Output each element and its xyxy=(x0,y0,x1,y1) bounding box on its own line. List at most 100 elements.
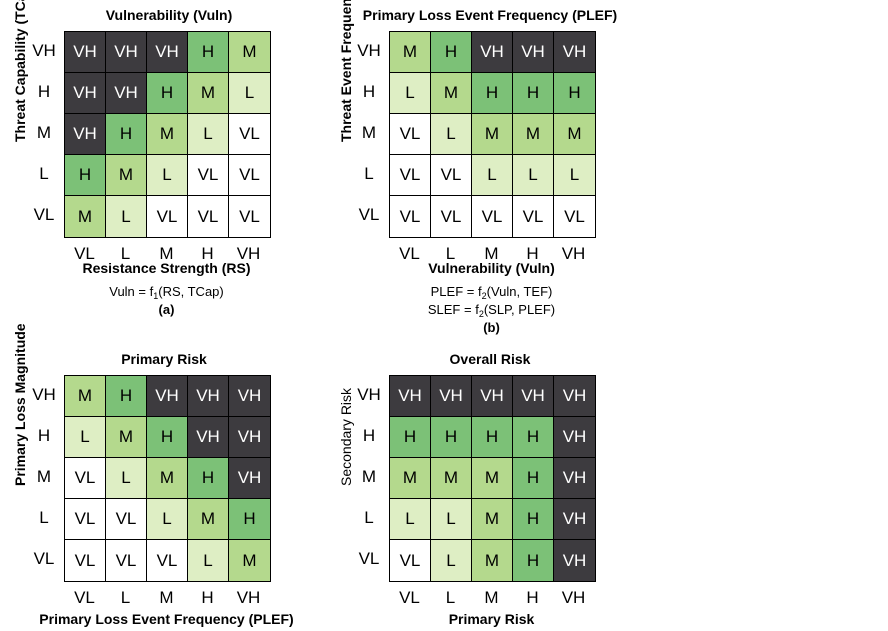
row-label: M xyxy=(36,123,52,142)
matrix-cell: M xyxy=(188,73,229,114)
matrix-cell: M xyxy=(472,114,513,155)
matrix-cell: VH xyxy=(188,376,229,417)
matrix-cell: H xyxy=(431,417,472,458)
matrix-cell: L xyxy=(431,114,472,155)
row-label: VH xyxy=(32,41,56,60)
matrix-cell: VL xyxy=(390,540,431,581)
matrix-cell: VL xyxy=(229,196,270,237)
matrix-cell: VL xyxy=(513,196,554,237)
matrix-cell: VL xyxy=(147,196,188,237)
matrix-cell: VH xyxy=(554,376,595,417)
matrix-cell: VH xyxy=(472,376,513,417)
row-label: L xyxy=(39,508,49,527)
matrix-cell: VH xyxy=(554,458,595,499)
matrix-cell: L xyxy=(229,73,270,114)
matrix-cell: H xyxy=(390,417,431,458)
x-axis-title: Primary Risk xyxy=(448,611,535,627)
matrix-cell: VL xyxy=(106,540,147,581)
y-axis-title: Threat Capability (TCap) xyxy=(12,0,28,142)
matrix-cell: L xyxy=(554,155,595,196)
column-label: VH xyxy=(561,244,586,263)
column-label: VH xyxy=(236,244,261,263)
matrix-cell: VH xyxy=(431,376,472,417)
matrix-cell: L xyxy=(147,155,188,196)
matrix-grid: M H VH VH VH L M H VH VH VL L M H VH VL VL L M H VL VL VL L M xyxy=(64,375,271,582)
matrix-cell: M xyxy=(431,73,472,114)
matrix-cell: H xyxy=(229,499,270,540)
column-label: M xyxy=(159,244,174,263)
matrix-cell: L xyxy=(106,458,147,499)
matrix-cell: VH xyxy=(472,32,513,73)
row-label: VH xyxy=(357,41,381,60)
matrix-cell: VL xyxy=(390,196,431,237)
matrix-cell: H xyxy=(106,114,147,155)
column-label: H xyxy=(201,244,214,263)
matrix-cell: H xyxy=(513,73,554,114)
row-label: L xyxy=(364,508,374,527)
matrix-cell: VH xyxy=(554,499,595,540)
column-label: H xyxy=(201,588,214,607)
column-label: M xyxy=(484,588,499,607)
row-label: L xyxy=(364,164,374,183)
row-label: L xyxy=(39,164,49,183)
y-axis-title: Primary Loss Magnitude xyxy=(12,323,28,486)
formula-1-text: Vuln = f xyxy=(109,284,154,299)
matrix-cell: VL xyxy=(472,196,513,237)
matrix-cell: L xyxy=(431,540,472,581)
formula-2-text: SLEF = f xyxy=(427,302,479,317)
matrix-cell: H xyxy=(472,417,513,458)
matrix-cell: H xyxy=(554,73,595,114)
matrix-cell: VH xyxy=(229,376,270,417)
formula-1-subscript: 2 xyxy=(481,291,487,301)
matrix-cell: VL xyxy=(65,499,106,540)
matrix-cell: VH xyxy=(229,458,270,499)
matrix-cell: H xyxy=(65,155,106,196)
matrix-cell: VH xyxy=(106,32,147,73)
row-label: H xyxy=(362,426,376,445)
matrix-cell: VL xyxy=(65,458,106,499)
matrix-cell: VH xyxy=(147,32,188,73)
matrix-cell: VL xyxy=(554,196,595,237)
matrix-cell: VH xyxy=(513,32,554,73)
x-axis-title: Vulnerability (Vuln) xyxy=(428,260,555,276)
row-label: M xyxy=(36,467,52,486)
matrix-grid: VH VH VH H M VH VH H M L VH H M L VL H M L VL VL M L VL VL VL xyxy=(64,31,271,238)
matrix-cell: L xyxy=(472,155,513,196)
matrix-cell: M xyxy=(147,458,188,499)
row-label: VL xyxy=(358,549,380,568)
formula-1-args: (RS, TCap) xyxy=(158,284,224,299)
column-label: L xyxy=(445,588,456,607)
matrix-cell: VL xyxy=(390,114,431,155)
matrix-cell: H xyxy=(147,73,188,114)
matrix-cell: H xyxy=(106,376,147,417)
matrix-cell: H xyxy=(513,458,554,499)
formula-1: PLEF = f2(Vuln, TEF) xyxy=(392,284,592,301)
matrix-cell: L xyxy=(390,73,431,114)
row-label: VL xyxy=(33,549,55,568)
matrix-cell: H xyxy=(513,417,554,458)
matrix-cell: VH xyxy=(106,73,147,114)
y-axis-title: Threat Event Frequency (TEF) xyxy=(338,0,354,142)
formula-1-subscript: 1 xyxy=(153,291,159,301)
matrix-cell: H xyxy=(472,73,513,114)
matrix-cell: VL xyxy=(431,155,472,196)
matrix-cell: H xyxy=(147,417,188,458)
matrix-cell: M xyxy=(472,499,513,540)
matrix-cell: VL xyxy=(229,114,270,155)
column-label: M xyxy=(159,588,174,607)
matrix-cell: M xyxy=(147,114,188,155)
matrix-cell: M xyxy=(229,540,270,581)
matrix-cell: VL xyxy=(390,155,431,196)
matrix-cell: L xyxy=(431,499,472,540)
matrix-cell: M xyxy=(106,155,147,196)
matrix-cell: VH xyxy=(147,376,188,417)
x-axis-title: Primary Loss Event Frequency (PLEF) xyxy=(39,611,294,627)
matrix-cell: M xyxy=(390,458,431,499)
matrix-cell: VH xyxy=(188,417,229,458)
y-axis-title: Secondary Risk xyxy=(338,387,354,486)
row-label: VL xyxy=(33,205,55,224)
matrix-cell: VH xyxy=(554,540,595,581)
matrix-cell: M xyxy=(513,114,554,155)
matrix-cell: VH xyxy=(65,73,106,114)
matrix-cell: H xyxy=(513,499,554,540)
